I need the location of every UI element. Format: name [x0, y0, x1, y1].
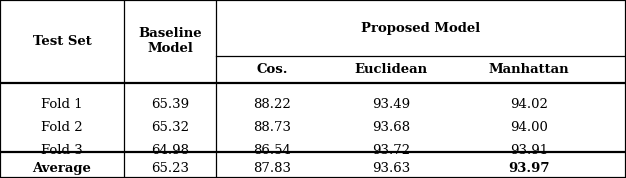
Text: Average: Average — [33, 162, 91, 175]
Text: 65.39: 65.39 — [151, 98, 189, 111]
Text: 93.91: 93.91 — [510, 144, 548, 157]
Text: 87.83: 87.83 — [254, 162, 291, 175]
Text: Baseline
Model: Baseline Model — [138, 27, 202, 55]
Text: Euclidean: Euclidean — [355, 63, 428, 76]
Text: Cos.: Cos. — [257, 63, 288, 76]
Text: 93.63: 93.63 — [372, 162, 411, 175]
Text: Proposed Model: Proposed Model — [361, 22, 481, 35]
Text: 65.23: 65.23 — [151, 162, 189, 175]
Text: 93.72: 93.72 — [372, 144, 410, 157]
Text: Manhattan: Manhattan — [489, 63, 569, 76]
Text: 86.54: 86.54 — [254, 144, 291, 157]
Text: 94.02: 94.02 — [510, 98, 548, 111]
Text: 64.98: 64.98 — [151, 144, 189, 157]
Text: Fold 3: Fold 3 — [41, 144, 83, 157]
Text: Test Set: Test Set — [33, 35, 91, 48]
Text: 93.68: 93.68 — [372, 121, 410, 134]
Text: Fold 2: Fold 2 — [41, 121, 83, 134]
Text: 93.97: 93.97 — [508, 162, 550, 175]
Text: 88.22: 88.22 — [254, 98, 291, 111]
Text: 94.00: 94.00 — [510, 121, 548, 134]
Text: 88.73: 88.73 — [254, 121, 291, 134]
Text: 65.32: 65.32 — [151, 121, 189, 134]
Text: 93.49: 93.49 — [372, 98, 410, 111]
Text: Fold 1: Fold 1 — [41, 98, 83, 111]
